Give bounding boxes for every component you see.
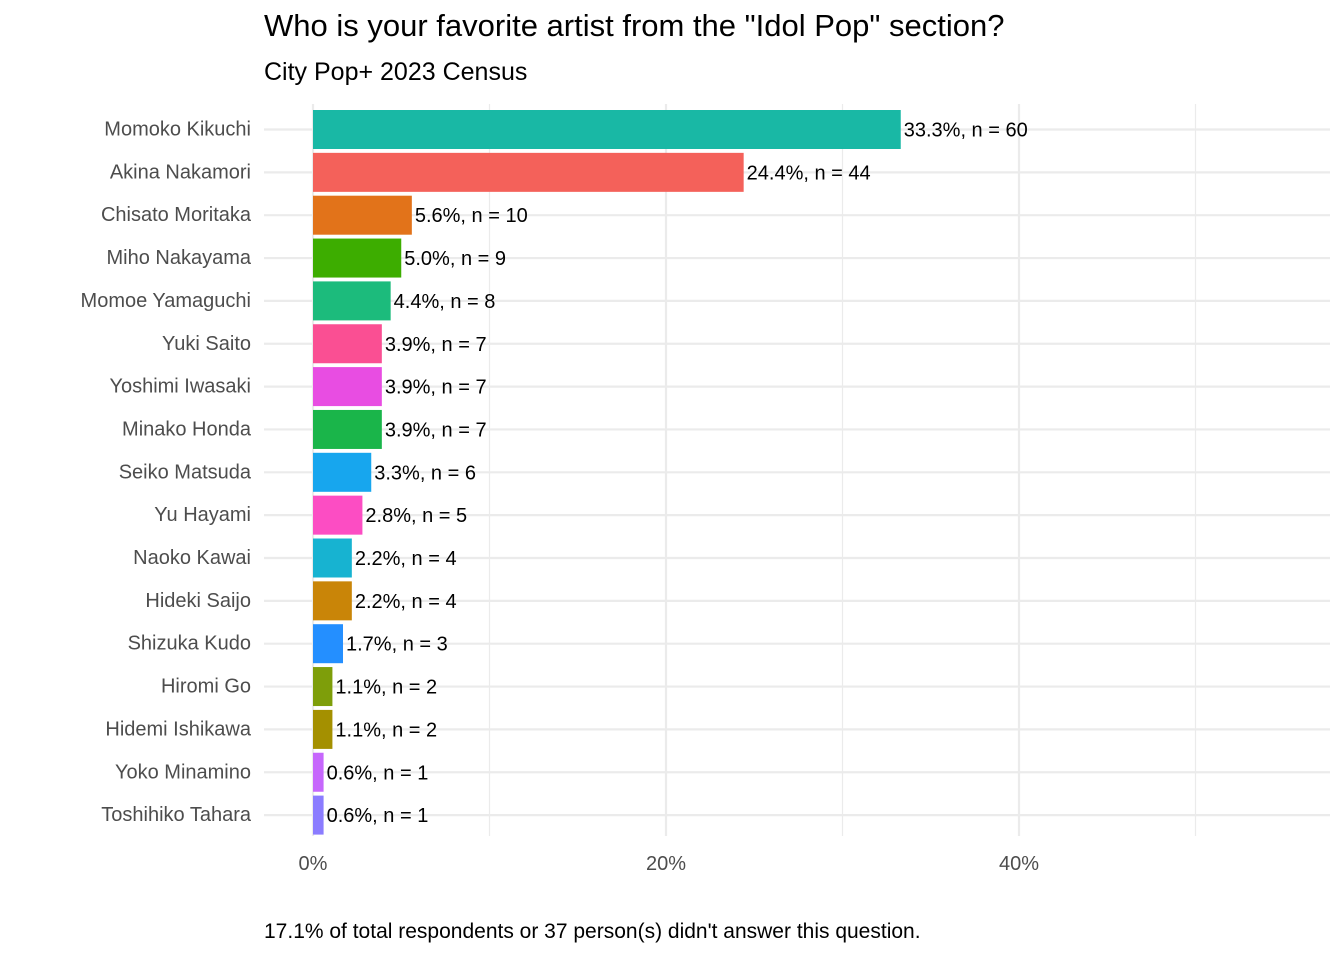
bar [313, 795, 324, 835]
chart-subtitle: City Pop+ 2023 Census [264, 58, 528, 86]
category-label: Momoko Kikuchi [104, 119, 251, 141]
bar [313, 110, 901, 149]
category-label: Akina Nakamori [110, 161, 251, 183]
x-axis-ticks: 0% 20% 40% [299, 853, 1040, 875]
bar [313, 752, 324, 792]
bar [313, 409, 382, 449]
x-tick-label: 0% [299, 853, 328, 875]
bar [313, 495, 363, 535]
data-label: 1.1%, n = 2 [335, 719, 437, 741]
category-labels: Momoko Kikuchi Akina Nakamori Chisato Mori… [81, 119, 252, 827]
bar [313, 581, 352, 621]
category-label: Hideki Saijo [145, 590, 251, 612]
chart-caption: 17.1% of total respondents or 37 person(… [264, 920, 921, 943]
category-label: Yu Hayami [154, 504, 251, 526]
category-label: Shizuka Kudo [128, 633, 251, 655]
data-label: 1.1%, n = 2 [335, 677, 437, 699]
data-label: 3.9%, n = 7 [385, 377, 487, 399]
category-label: Minako Honda [122, 418, 252, 440]
data-label: 3.9%, n = 7 [385, 334, 487, 356]
data-label: 3.9%, n = 7 [385, 419, 487, 441]
category-label: Yoko Minamino [115, 761, 251, 783]
data-label: 3.3%, n = 6 [374, 462, 476, 484]
category-label: Chisato Moritaka [101, 204, 252, 226]
bar [313, 195, 412, 235]
x-tick-label: 20% [646, 853, 686, 875]
category-label: Naoko Kawai [133, 547, 251, 569]
bar-chart: Momoko Kikuchi Akina Nakamori Chisato Mori… [81, 104, 1330, 875]
bar [313, 538, 352, 578]
bar [313, 152, 744, 192]
data-label: 2.2%, n = 4 [355, 591, 457, 613]
category-label: Miho Nakayama [106, 247, 251, 269]
category-label: Toshihiko Tahara [101, 804, 252, 826]
bars [313, 110, 901, 835]
data-label: 1.7%, n = 3 [346, 634, 448, 656]
data-label: 5.6%, n = 10 [415, 205, 528, 227]
bar [313, 367, 382, 407]
bar [313, 667, 333, 707]
category-label: Seiko Matsuda [119, 461, 252, 483]
data-label: 5.0%, n = 9 [404, 248, 506, 270]
data-label: 2.8%, n = 5 [365, 505, 467, 527]
data-label: 33.3%, n = 60 [904, 120, 1028, 142]
bar [313, 624, 344, 664]
chart-title: Who is your favorite artist from the "Id… [264, 8, 1005, 43]
data-label: 4.4%, n = 8 [394, 291, 496, 313]
data-label: 2.2%, n = 4 [355, 548, 457, 570]
data-label: 0.6%, n = 1 [327, 762, 429, 784]
category-label: Yoshimi Iwasaki [109, 376, 251, 398]
x-tick-label: 40% [999, 853, 1039, 875]
bar [313, 709, 333, 749]
bar [313, 238, 402, 278]
bar [313, 324, 382, 364]
bar [313, 281, 391, 321]
bar [313, 452, 372, 492]
category-label: Momoe Yamaguchi [81, 290, 251, 312]
category-label: Hiromi Go [161, 676, 251, 698]
category-label: Yuki Saito [162, 333, 251, 355]
category-label: Hidemi Ishikawa [105, 718, 251, 740]
data-labels: 33.3%, n = 60 24.4%, n = 44 5.6%, n = 10 5.… [327, 120, 1028, 828]
data-label: 24.4%, n = 44 [747, 162, 871, 184]
data-label: 0.6%, n = 1 [327, 805, 429, 827]
